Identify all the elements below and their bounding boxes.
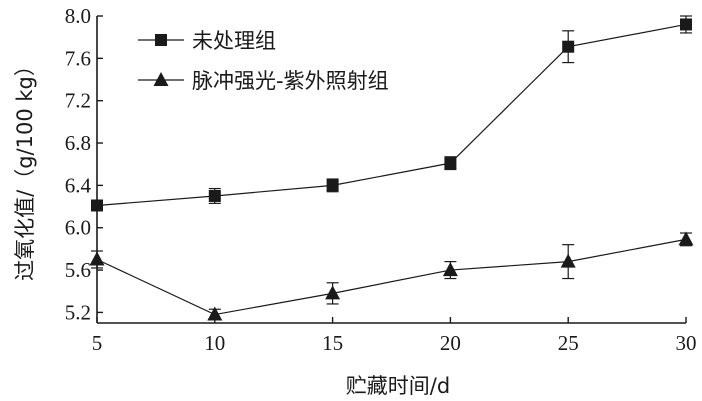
data-point <box>208 189 221 202</box>
data-point <box>562 40 575 53</box>
data-point <box>89 251 105 266</box>
legend-label: 未处理组 <box>192 29 276 53</box>
series-2 <box>89 231 694 321</box>
data-point <box>326 179 339 192</box>
data-point <box>680 18 692 31</box>
legend-label: 脉冲强光-紫外照射组 <box>192 69 389 93</box>
y-tick-label: 5.6 <box>65 258 91 282</box>
x-tick-label: 15 <box>322 331 343 355</box>
y-tick-label: 6.0 <box>65 216 91 240</box>
data-point <box>91 199 103 212</box>
legend-marker <box>153 72 169 86</box>
y-tick-label: 6.8 <box>65 131 91 155</box>
series-line <box>96 238 687 316</box>
data-point <box>444 157 457 170</box>
x-tick-label: 10 <box>204 331 225 355</box>
data-point <box>560 253 576 268</box>
legend-marker <box>155 34 167 46</box>
y-axis-title: 过氧化值/（g/100 kg） <box>13 55 37 281</box>
plot-area <box>89 15 694 321</box>
axes: 5.2 5.6 6.0 6.4 6.8 7.2 7.6 8.0 5 10 15 20 25 30 <box>65 4 697 355</box>
legend-item-2: 脉冲强光-紫外照射组 <box>138 69 389 93</box>
y-tick-label: 7.6 <box>65 46 91 70</box>
y-tick-label: 5.2 <box>65 300 91 324</box>
data-point <box>678 231 694 246</box>
series-line <box>96 23 687 207</box>
y-tick-label: 7.2 <box>65 89 91 113</box>
x-tick-label: 30 <box>676 331 697 355</box>
y-tick-label: 6.4 <box>65 173 92 197</box>
y-tick-label: 8.0 <box>65 4 91 28</box>
x-tick-label: 25 <box>558 331 579 355</box>
legend-item-1: 未处理组 <box>138 29 276 53</box>
series-1 <box>91 15 692 212</box>
data-point <box>325 285 341 300</box>
x-tick-label: 5 <box>92 331 103 355</box>
x-tick-label: 20 <box>440 331 461 355</box>
data-point <box>207 306 223 321</box>
data-point <box>442 262 458 277</box>
x-axis-title: 贮藏时间/d <box>346 374 450 398</box>
